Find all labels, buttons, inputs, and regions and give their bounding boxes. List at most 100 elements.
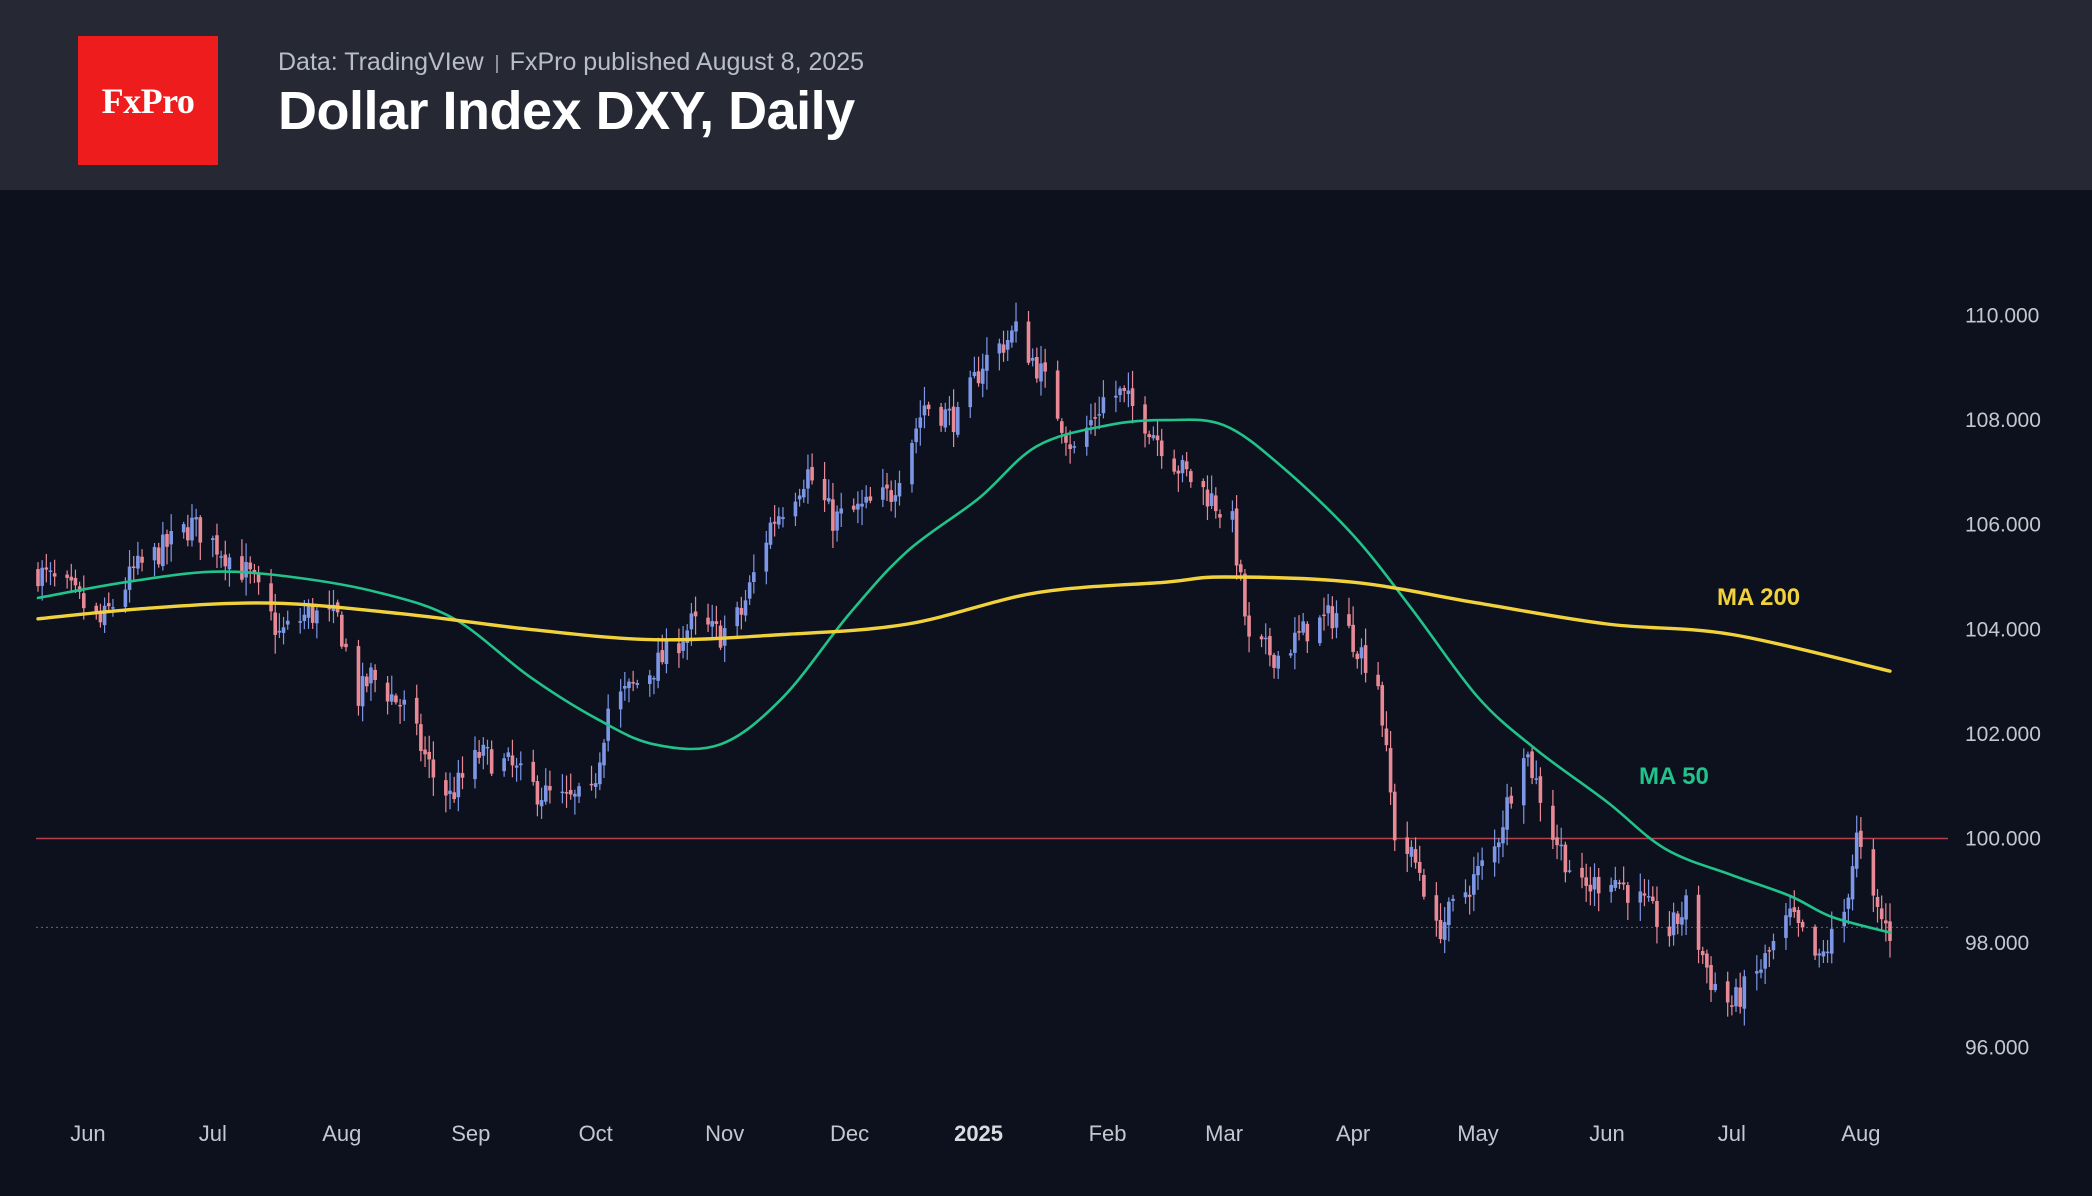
candle-body [1871, 849, 1876, 896]
candle-body [81, 593, 86, 609]
candle [1330, 596, 1335, 640]
candle [298, 607, 302, 634]
candle-body [161, 534, 165, 567]
candle [1813, 924, 1817, 960]
candle [627, 678, 631, 703]
candle [1567, 860, 1572, 874]
candle [1413, 837, 1418, 869]
candle-body [1189, 471, 1193, 483]
candle [1850, 854, 1855, 911]
candle-body [1888, 921, 1892, 941]
candle-body [1596, 876, 1601, 894]
candle [1039, 346, 1043, 396]
candle [1347, 597, 1351, 629]
candle-body [369, 667, 373, 684]
candle [1613, 866, 1618, 892]
candle [1817, 948, 1822, 968]
candle [1563, 841, 1568, 883]
candle-body [1713, 983, 1718, 991]
candle [44, 553, 49, 583]
candle-body [1480, 860, 1484, 866]
candle-body [36, 569, 40, 587]
candle-body [735, 607, 739, 627]
candle [223, 540, 228, 581]
candle-body [706, 617, 710, 625]
candle-body [577, 786, 581, 797]
candle-body [1472, 874, 1476, 895]
candle [593, 773, 598, 799]
candle [98, 603, 103, 628]
candle [1263, 623, 1268, 655]
ma50-line [36, 418, 1892, 934]
candle [1505, 783, 1509, 846]
candle [1759, 959, 1763, 979]
candle-body [306, 606, 311, 618]
candle [926, 401, 931, 416]
candle-body [194, 517, 198, 520]
candle [385, 676, 390, 715]
header-bar: FxPro Data: TradingVIew FxPro published … [0, 0, 2092, 190]
candle [210, 535, 215, 558]
candle [1176, 465, 1181, 492]
candle [1072, 441, 1077, 454]
candle [1305, 621, 1310, 654]
candle-body [1671, 912, 1676, 936]
candle-body [564, 792, 569, 794]
candle-body [1442, 922, 1447, 940]
ma200-line [36, 575, 1892, 673]
candle [531, 749, 536, 786]
candle-body [623, 685, 627, 689]
candle [1438, 903, 1443, 944]
candle [1734, 978, 1738, 1012]
candle [1130, 370, 1135, 424]
candle-body [1501, 827, 1505, 844]
candle-body [1784, 915, 1788, 938]
candle-body [1276, 655, 1281, 669]
candle [602, 739, 606, 778]
candle-body [839, 508, 844, 514]
candle [851, 498, 856, 513]
candle-body [1392, 791, 1397, 841]
candle [1763, 944, 1767, 984]
candle-body [1351, 624, 1355, 652]
candle [647, 669, 652, 697]
candle-body [947, 408, 952, 411]
candle [1326, 593, 1330, 626]
candle-body [1505, 797, 1509, 830]
candle-body [1184, 461, 1189, 470]
candle [777, 507, 781, 529]
candle-body [210, 538, 215, 540]
candle [1234, 495, 1239, 580]
candle-body [548, 785, 552, 791]
candle-body [976, 371, 981, 384]
candle [285, 610, 290, 630]
candle [1829, 911, 1834, 964]
candle [281, 616, 286, 645]
candle [1530, 747, 1534, 785]
candle-body [1763, 953, 1767, 969]
candle [1218, 509, 1222, 529]
candle-body [1626, 885, 1630, 903]
candle [1272, 652, 1276, 679]
candle [315, 607, 319, 639]
candle [165, 529, 169, 565]
candle-body [1884, 920, 1888, 924]
candle-body [573, 793, 577, 797]
candle-body [1551, 805, 1555, 840]
x-tick-label: Feb [1089, 1121, 1127, 1146]
candle-body [1093, 417, 1097, 419]
candle [456, 760, 461, 812]
candle [215, 523, 219, 569]
candle [1035, 347, 1039, 383]
candle [1014, 302, 1018, 343]
candle [893, 480, 898, 518]
candle [1742, 969, 1747, 1026]
y-tick-label: 100.000 [1965, 827, 2041, 850]
candle [1696, 885, 1701, 964]
candle-body [1205, 489, 1210, 507]
candle-body [448, 790, 452, 795]
candle-body [460, 773, 465, 778]
candle [598, 752, 602, 791]
candle [106, 592, 111, 612]
candle-body [1538, 776, 1543, 803]
